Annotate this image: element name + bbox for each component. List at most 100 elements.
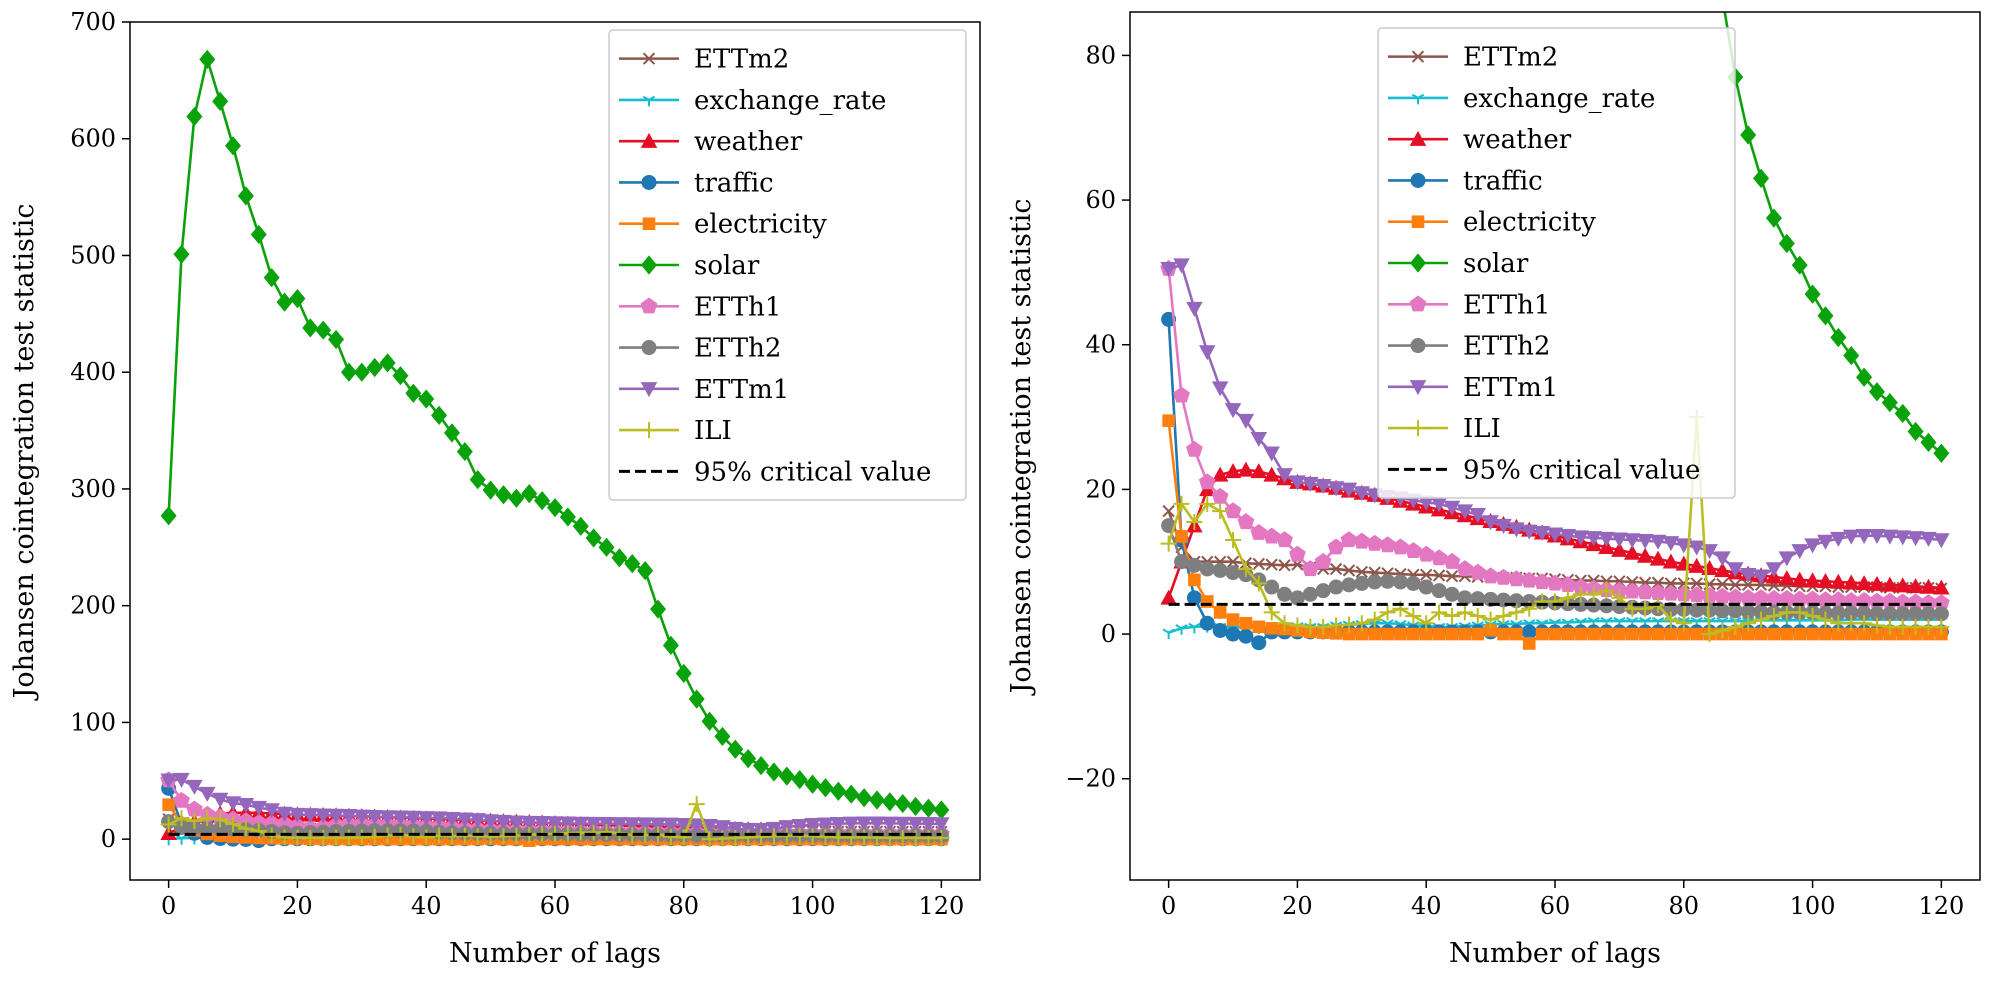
right-point-weather xyxy=(1791,571,1808,587)
right-legend-label: ILI xyxy=(1463,414,1501,444)
right-point-ILI xyxy=(1212,503,1229,520)
left-point-ETTm1 xyxy=(855,816,873,832)
left-point-ETTm1 xyxy=(830,816,847,832)
right-point-ETTm1 xyxy=(1160,262,1177,278)
right-point-electricity xyxy=(1226,613,1240,626)
left-point-ETTm1 xyxy=(340,809,358,825)
left-legend-marker xyxy=(642,217,656,231)
right-point-electricity xyxy=(1342,627,1356,641)
right-xtick-label: 20 xyxy=(1282,892,1313,920)
right-ytick-label: 80 xyxy=(1085,41,1116,69)
right-point-electricity xyxy=(1574,627,1588,641)
right-legend-marker xyxy=(1410,420,1426,437)
right-point-ETTh2 xyxy=(1392,574,1408,590)
right-point-ETTm2 xyxy=(1651,576,1665,589)
right-point-solar xyxy=(1856,367,1873,387)
left-legend-label: ETTh1 xyxy=(694,292,781,322)
left-point-solar xyxy=(907,796,924,817)
right-point-ETTh2 xyxy=(1882,606,1898,622)
right-point-electricity xyxy=(1407,627,1420,641)
left-point-solar xyxy=(701,711,718,731)
right-point-ETTm1 xyxy=(1456,504,1474,520)
right-point-ETTm1 xyxy=(1727,562,1744,578)
right-point-ILI xyxy=(1250,575,1267,592)
right-point-weather xyxy=(1842,574,1860,590)
right-point-weather xyxy=(1868,575,1886,591)
left-point-solar xyxy=(675,663,692,683)
left-xtick-label: 80 xyxy=(669,892,700,920)
right-xtick-label: 80 xyxy=(1669,892,1700,920)
right-legend-entry: exchange_rate xyxy=(1388,84,1655,114)
right-point-electricity xyxy=(1522,637,1536,650)
left-point-solar xyxy=(225,136,242,156)
left-chart-panel: 0 20 40 60 80 100 120 0 100 200 300 400 500 600 700 N… xyxy=(9,8,981,969)
left-point-solar xyxy=(469,470,486,490)
right-point-electricity xyxy=(1510,627,1523,641)
right-point-electricity xyxy=(1690,627,1703,641)
right-point-weather xyxy=(1237,461,1255,477)
left-point-ILI xyxy=(675,829,692,846)
right-point-ETTh1 xyxy=(1173,386,1190,403)
right-point-ETTh1 xyxy=(1301,560,1319,577)
left-point-ETTm1 xyxy=(804,818,821,834)
right-point-ETTh1 xyxy=(1636,583,1654,600)
right-point-electricity xyxy=(1175,530,1188,543)
right-point-electricity xyxy=(1471,627,1485,641)
right-point-ETTh1 xyxy=(1611,581,1628,598)
right-point-ILI xyxy=(1366,611,1383,628)
right-point-solar xyxy=(1868,382,1885,402)
right-legend-entry: solar xyxy=(1388,249,1529,279)
left-legend-entry: 95% critical value xyxy=(619,457,931,487)
right-point-ETTh2 xyxy=(1405,575,1421,591)
right-legend-label: 95% critical value xyxy=(1463,455,1700,485)
left-point-ILI xyxy=(160,816,177,833)
right-point-electricity xyxy=(1741,627,1755,641)
right-point-weather xyxy=(1611,541,1628,557)
right-point-traffic xyxy=(1212,622,1228,638)
right-point-ETTh2 xyxy=(1315,583,1331,599)
right-point-electricity xyxy=(1213,606,1227,619)
left-point-solar xyxy=(366,357,383,378)
right-series-ETTh1 xyxy=(1160,259,1950,611)
right-ytick-label: −20 xyxy=(1065,765,1116,793)
left-point-ILI xyxy=(598,824,615,841)
left-legend-label: exchange_rate xyxy=(694,86,886,116)
right-legend-marker xyxy=(1410,338,1426,354)
left-point-solar xyxy=(508,488,525,508)
left-point-ETTm1 xyxy=(559,816,577,832)
right-point-ETTm2 xyxy=(1226,555,1240,568)
right-xtick-label: 40 xyxy=(1411,892,1442,920)
left-point-ETTh2 xyxy=(199,821,215,837)
left-point-solar xyxy=(482,480,499,500)
right-point-ETTm1 xyxy=(1533,526,1551,542)
left-point-ETTm1 xyxy=(701,818,718,834)
left-point-ETTm1 xyxy=(842,816,860,832)
left-point-ETTm1 xyxy=(224,796,242,812)
left-point-ETTm1 xyxy=(611,817,628,833)
left-point-solar xyxy=(791,770,808,790)
right-point-ILI xyxy=(1508,604,1525,621)
left-point-ETTm1 xyxy=(173,772,190,788)
right-ytick-label: 60 xyxy=(1085,186,1116,214)
left-legend-entry: ILI xyxy=(619,416,732,446)
right-point-electricity xyxy=(1754,627,1768,641)
right-point-weather xyxy=(1855,575,1873,591)
right-point-weather xyxy=(1907,578,1924,594)
right-point-ETTh2 xyxy=(1740,604,1756,620)
left-point-ILI xyxy=(173,810,190,827)
right-legend-entry: traffic xyxy=(1388,166,1543,196)
right-point-ETTm2 xyxy=(1742,578,1755,592)
right-point-ETTh1 xyxy=(1752,589,1770,606)
right-point-electricity xyxy=(1780,627,1794,641)
right-point-ETTm1 xyxy=(1263,446,1280,462)
right-point-ETTh1 xyxy=(1688,586,1706,603)
right-point-ETTh1 xyxy=(1765,589,1783,606)
right-point-ETTm1 xyxy=(1765,562,1783,578)
left-point-solar xyxy=(237,186,254,206)
left-point-ETTm1 xyxy=(920,816,937,832)
right-point-ILI xyxy=(1765,607,1782,624)
right-point-ILI xyxy=(1714,622,1731,639)
right-point-electricity xyxy=(1638,627,1652,641)
left-legend-label: traffic xyxy=(694,168,774,198)
